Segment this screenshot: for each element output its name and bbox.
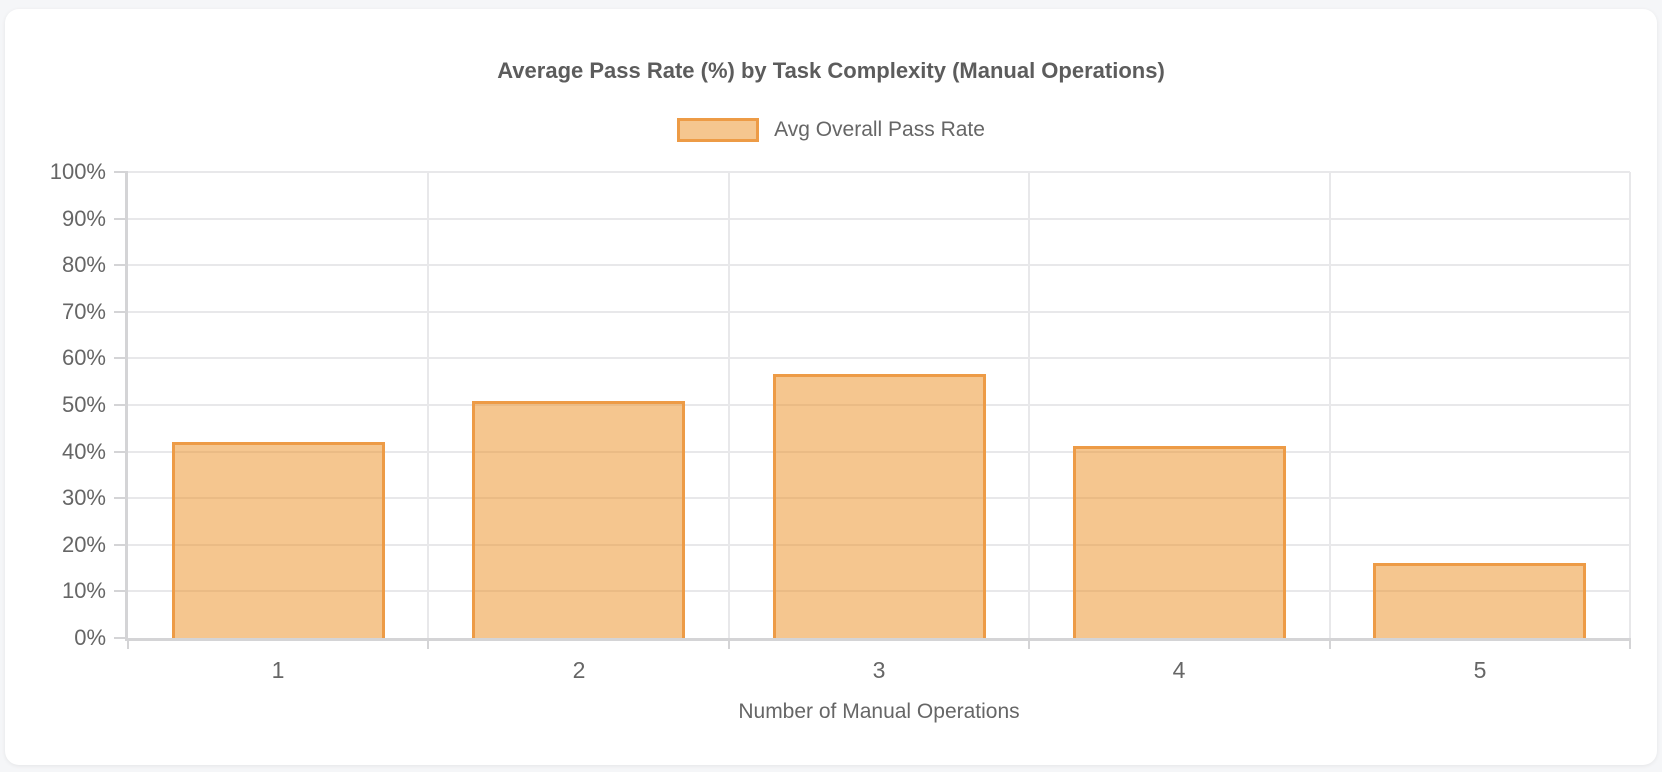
y-axis-label: 70%	[61, 298, 106, 324]
y-tick	[114, 637, 128, 639]
gridline	[727, 172, 730, 638]
gridline	[1629, 172, 1631, 638]
y-axis-label: 40%	[61, 438, 106, 464]
y-axis-label: 80%	[61, 252, 106, 278]
chart-title: Average Pass Rate (%) by Task Complexity…	[497, 58, 1165, 83]
x-tick	[1028, 638, 1031, 649]
x-axis-label: 4	[1172, 657, 1186, 683]
y-tick	[114, 450, 128, 453]
gridline	[128, 357, 1630, 360]
y-tick	[114, 357, 128, 360]
y-axis-label: 100%	[49, 159, 106, 184]
x-axis-label: 3	[872, 657, 886, 683]
x-axis-title: Number of Manual Operations	[738, 700, 1020, 723]
bar[interactable]	[1073, 446, 1286, 638]
gridline	[128, 171, 1630, 173]
x-tick	[727, 638, 730, 649]
y-axis-label: 30%	[61, 485, 106, 511]
y-axis-label: 0%	[74, 625, 106, 650]
gridline	[427, 172, 430, 638]
bar[interactable]	[1373, 563, 1586, 638]
legend-label: Avg Overall Pass Rate	[774, 118, 985, 141]
y-axis-label: 10%	[61, 578, 106, 604]
x-axis-label: 5	[1473, 657, 1487, 683]
y-axis-label: 50%	[61, 392, 106, 417]
bar[interactable]	[172, 442, 385, 638]
y-tick	[114, 590, 128, 593]
y-tick	[114, 264, 128, 267]
legend-item[interactable]: Avg Overall Pass Rate	[0, 117, 1662, 143]
y-axis-line	[125, 172, 128, 641]
y-tick	[114, 217, 128, 220]
x-tick	[127, 638, 129, 649]
y-axis-label: 90%	[61, 205, 106, 231]
x-axis-line	[125, 638, 1630, 641]
gridline	[128, 310, 1630, 313]
x-tick	[427, 638, 430, 649]
gridline	[1328, 172, 1331, 638]
bar[interactable]	[773, 374, 986, 638]
x-axis-label: 2	[572, 657, 586, 683]
y-tick	[114, 497, 128, 500]
y-tick	[114, 404, 128, 406]
gridline	[128, 264, 1630, 267]
x-tick	[1328, 638, 1331, 649]
y-tick	[114, 310, 128, 313]
x-axis-label: 1	[271, 657, 285, 683]
y-axis-label: 20%	[61, 531, 106, 557]
y-tick	[114, 543, 128, 546]
gridline	[128, 217, 1630, 220]
x-tick	[1629, 638, 1631, 649]
gridline	[1028, 172, 1031, 638]
y-tick	[114, 171, 128, 173]
bar[interactable]	[472, 401, 685, 638]
legend-swatch	[677, 118, 760, 142]
y-axis-label: 60%	[61, 345, 106, 371]
